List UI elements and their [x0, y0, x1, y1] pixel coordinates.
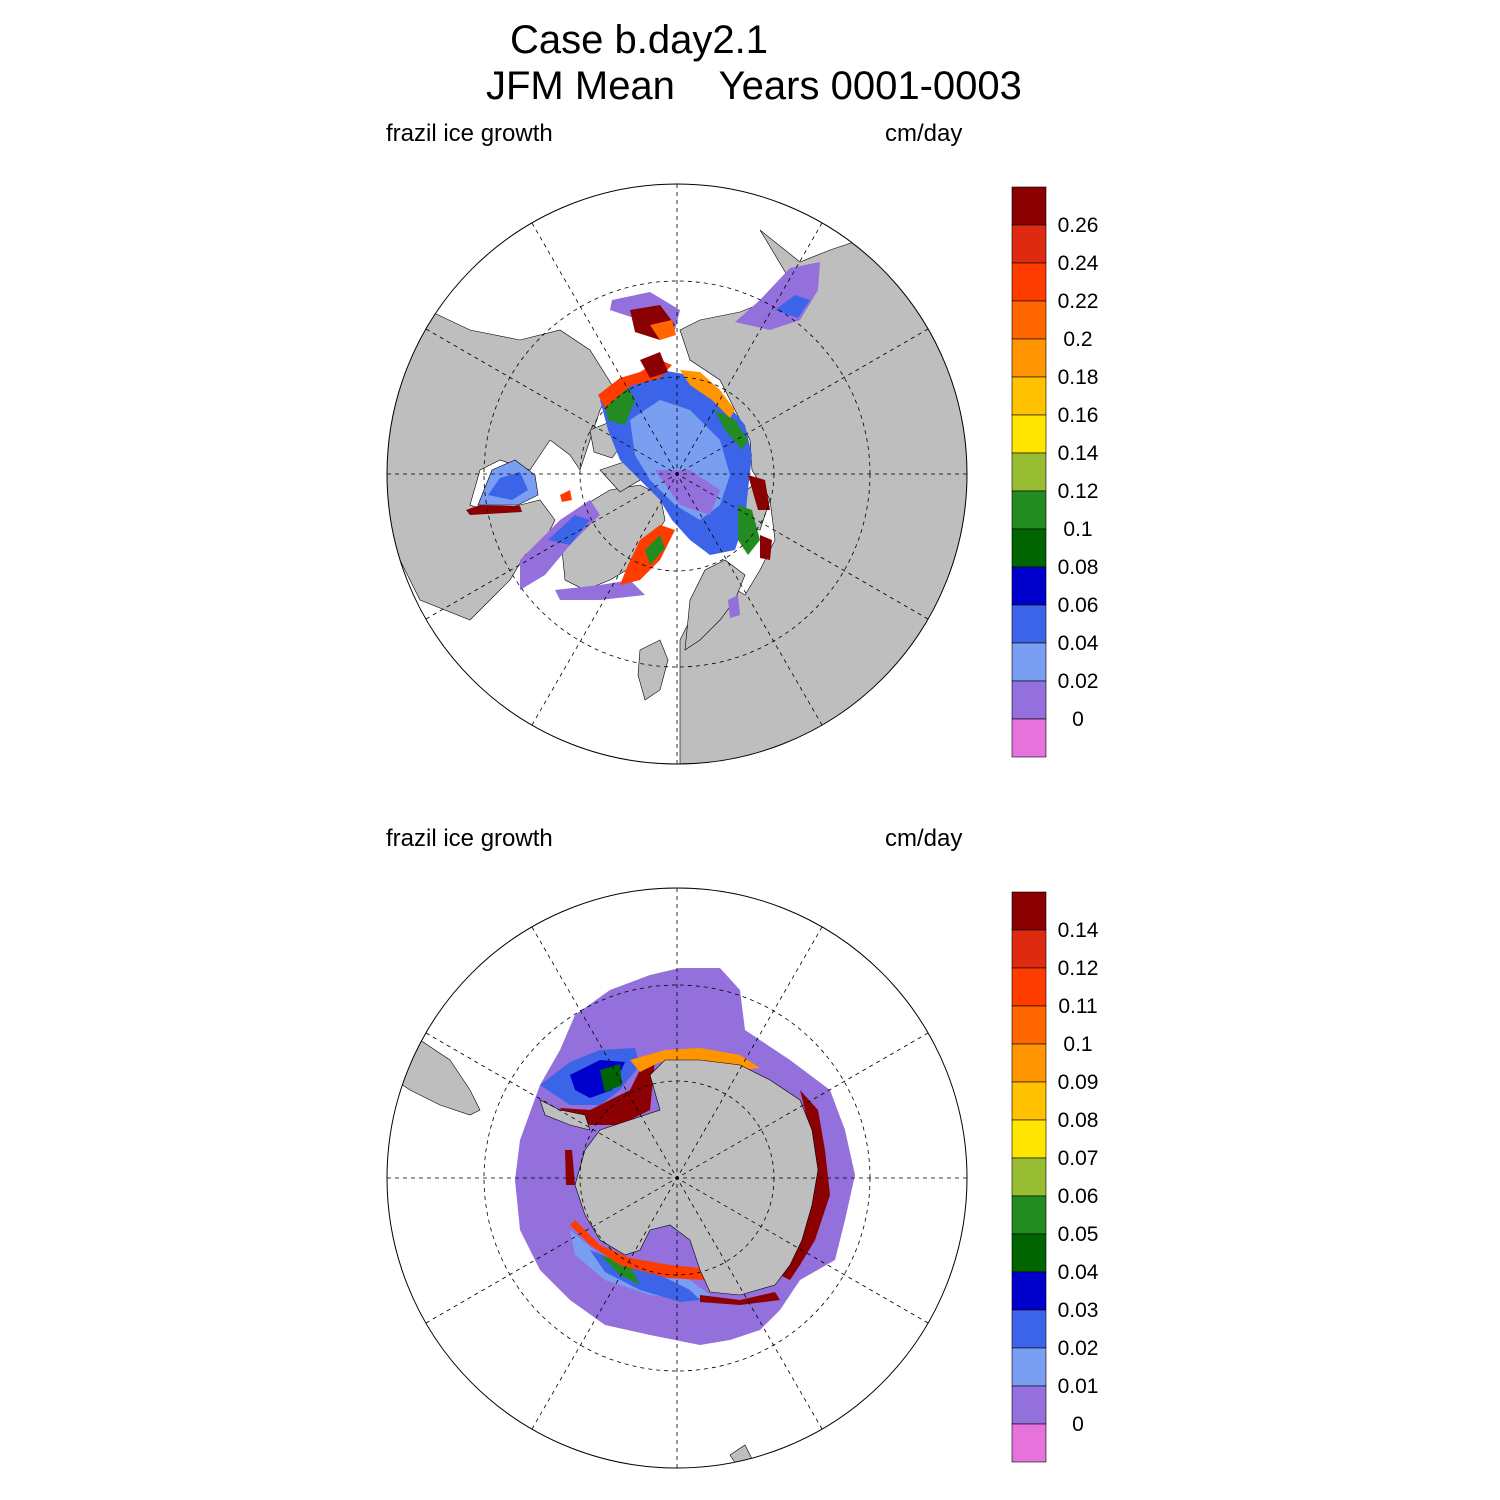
colorbar-tick-label: 0.04 — [1058, 1261, 1099, 1284]
colorbar-box — [1011, 186, 1047, 226]
colorbar-box — [1011, 490, 1047, 530]
south-graticule — [387, 888, 967, 1468]
plot-title-case: Case b.day2.1 — [510, 18, 768, 62]
south-polar-map — [386, 887, 968, 1469]
colorbar-box — [1011, 376, 1047, 416]
plot-title-period: JFM Mean Years 0001-0003 — [486, 64, 1022, 108]
colorbar-box — [1011, 1385, 1047, 1425]
colorbar-box — [1011, 1195, 1047, 1235]
colorbar-box — [1011, 929, 1047, 969]
colorbar-tick-label: 0.02 — [1058, 670, 1099, 693]
north-variable-label: frazil ice growth — [386, 120, 553, 147]
colorbar-box — [1011, 1081, 1047, 1121]
south-land-antarctica — [574, 1059, 819, 1296]
colorbar-tick-label: 0.01 — [1058, 1375, 1099, 1398]
colorbar-tick-label: 0.1 — [1063, 1033, 1092, 1056]
colorbar-box — [1011, 452, 1047, 492]
colorbar-tick-label: 0 — [1072, 708, 1084, 731]
colorbar-tick-label: 0.06 — [1058, 594, 1099, 617]
colorbar-tick-label: 0.04 — [1058, 632, 1099, 655]
colorbar-tick-label: 0.07 — [1058, 1147, 1099, 1170]
colorbar-tick-label: 0.05 — [1058, 1223, 1099, 1246]
north-colorbar: 0.26 0.24 0.22 0.2 0.18 0.16 0.14 0.12 0.1 0.08 0.… — [1011, 186, 1099, 758]
colorbar-tick-label: 0.12 — [1058, 957, 1099, 980]
colorbar-tick-label: 0.06 — [1058, 1185, 1099, 1208]
colorbar-tick-label: 0 — [1072, 1413, 1084, 1436]
colorbar-box — [1011, 891, 1047, 931]
colorbar-box — [1011, 1309, 1047, 1349]
colorbar-tick-label: 0.03 — [1058, 1299, 1099, 1322]
colorbar-tick-label: 0.16 — [1058, 404, 1099, 427]
colorbar-tick-label: 0.02 — [1058, 1337, 1099, 1360]
south-colorbar: 0.14 0.12 0.11 0.1 0.09 0.08 0.07 0.06 0.05 0.04 0… — [1011, 891, 1099, 1463]
colorbar-tick-label: 0.12 — [1058, 480, 1099, 503]
colorbar-tick-label: 0.11 — [1058, 995, 1097, 1018]
south-units-label: cm/day — [885, 825, 963, 852]
colorbar-box — [1011, 1157, 1047, 1197]
colorbar-box — [1011, 528, 1047, 568]
colorbar-box — [1011, 642, 1047, 682]
colorbar-tick-label: 0.18 — [1058, 366, 1099, 389]
colorbar-box — [1011, 224, 1047, 264]
colorbar-box — [1011, 566, 1047, 606]
colorbar-box — [1011, 1043, 1047, 1083]
south-variable-label: frazil ice growth — [386, 825, 553, 852]
colorbar-box — [1011, 300, 1047, 340]
colorbar-tick-label: 0.08 — [1058, 556, 1099, 579]
north-units-label: cm/day — [885, 120, 963, 147]
colorbar-box — [1011, 967, 1047, 1007]
colorbar-box — [1011, 1119, 1047, 1159]
colorbar-box — [1011, 1271, 1047, 1311]
colorbar-tick-label: 0.2 — [1063, 328, 1092, 351]
colorbar-tick-label: 0.26 — [1058, 214, 1099, 237]
colorbar-box — [1011, 1233, 1047, 1273]
colorbar-tick-label: 0.08 — [1058, 1109, 1099, 1132]
north-land-america — [387, 311, 613, 621]
colorbar-box — [1011, 718, 1047, 758]
colorbar-tick-label: 0.22 — [1058, 290, 1099, 313]
north-polar-map — [386, 183, 968, 765]
colorbar-tick-label: 0.09 — [1058, 1071, 1099, 1094]
colorbar-tick-label: 0.14 — [1058, 442, 1099, 465]
colorbar-box — [1011, 604, 1047, 644]
colorbar-box — [1011, 414, 1047, 454]
colorbar-tick-label: 0.24 — [1058, 252, 1099, 275]
north-graticule — [387, 184, 967, 764]
colorbar-tick-label: 0.1 — [1063, 518, 1092, 541]
colorbar-tick-label: 0.14 — [1058, 919, 1099, 942]
colorbar-box — [1011, 262, 1047, 302]
colorbar-box — [1011, 1423, 1047, 1463]
colorbar-box — [1011, 1005, 1047, 1045]
colorbar-box — [1011, 338, 1047, 378]
colorbar-box — [1011, 1347, 1047, 1387]
colorbar-box — [1011, 680, 1047, 720]
